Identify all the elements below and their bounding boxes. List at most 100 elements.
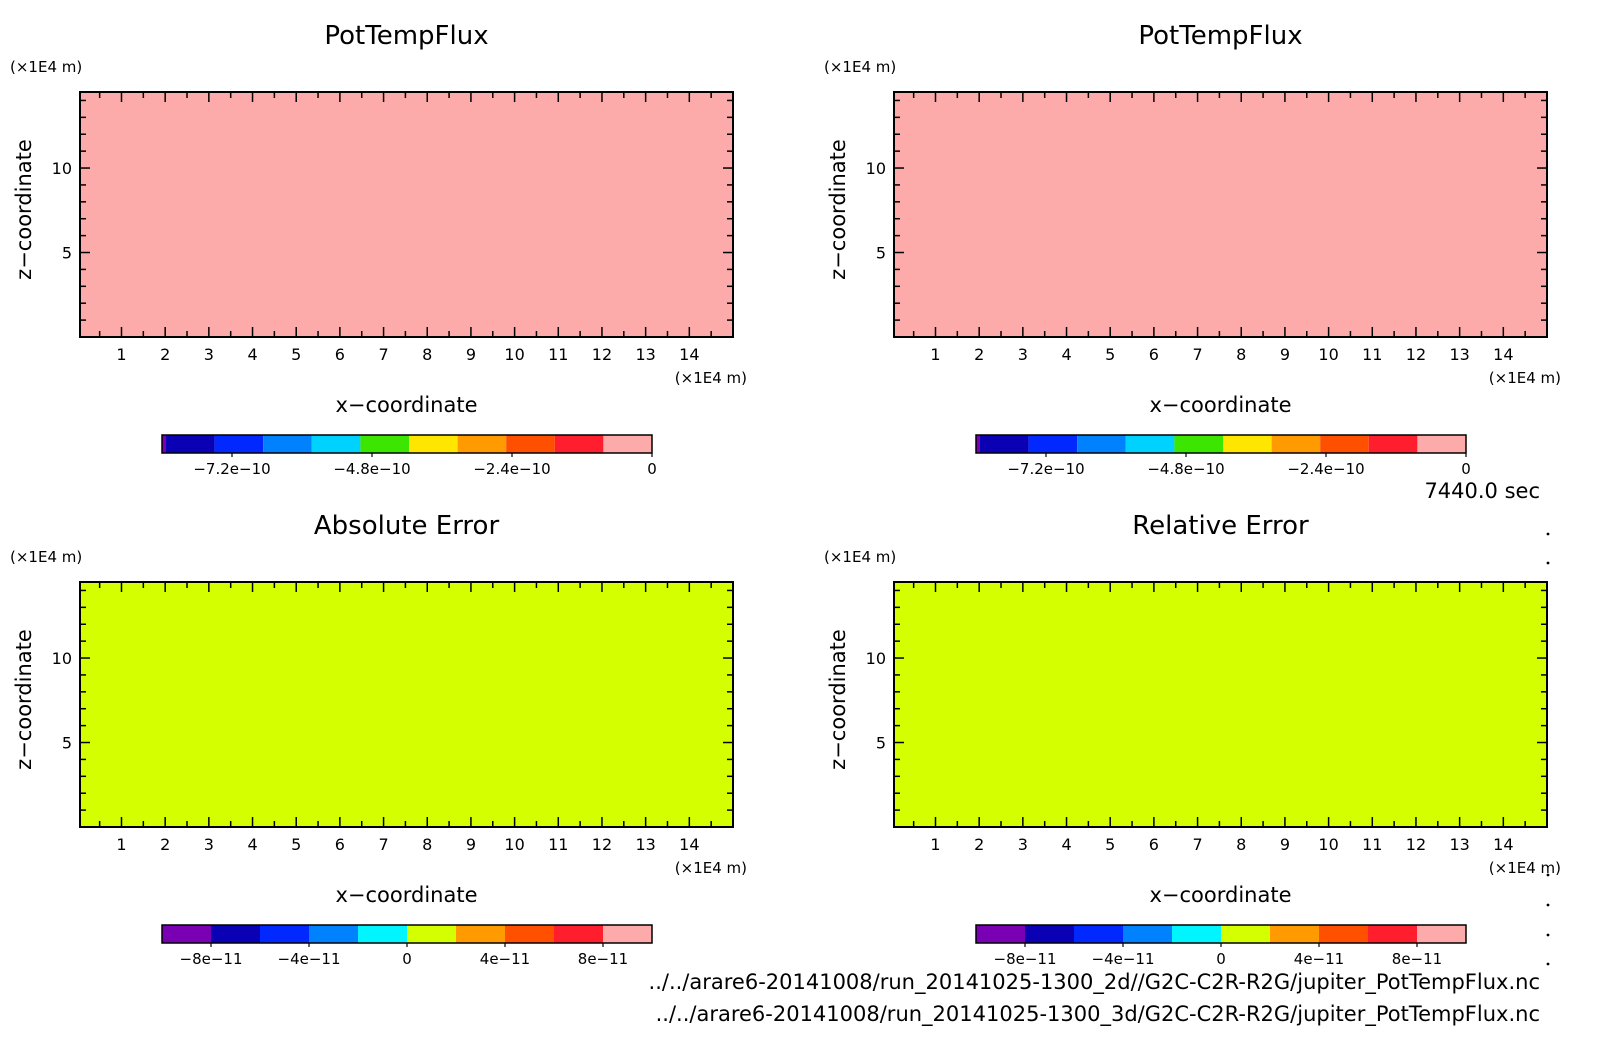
x-tick-label: 8: [422, 835, 432, 854]
x-axis-label: x−coordinate: [335, 393, 477, 417]
colorbar-tick-label: 0: [1461, 460, 1471, 478]
colorbar-tick-label: 0: [402, 950, 412, 968]
file-path-3d: ../../arare6-20141008/run_20141025-1300_…: [656, 1002, 1540, 1027]
y-axis-label: z−coordinate: [826, 139, 850, 280]
stray-dot: [1546, 873, 1550, 877]
x-tick-label: 6: [335, 345, 345, 364]
colorbar-tick-label: 8e−11: [578, 950, 628, 968]
y-tick-label: 5: [876, 734, 886, 753]
x-tick-label: 11: [548, 345, 568, 364]
colorbar-swatch: [166, 435, 215, 453]
x-tick-label: 13: [1449, 835, 1469, 854]
colorbar-swatch: [980, 435, 1029, 453]
colorbar-swatch: [457, 435, 507, 453]
x-tick-label: 14: [1493, 345, 1513, 364]
x-tick-label: 10: [1318, 345, 1338, 364]
plot-frame: [893, 91, 1548, 338]
colorbar-swatch: [162, 435, 166, 453]
y-axis-label: z−coordinate: [12, 629, 36, 770]
x-axis-label: x−coordinate: [1149, 883, 1291, 907]
x-tick-label: 1: [116, 835, 126, 854]
stray-dot: [1546, 933, 1550, 937]
colorbar-tick-label: −7.2e−10: [193, 460, 270, 478]
x-tick-label: 9: [1280, 835, 1290, 854]
colorbar-swatch: [1025, 925, 1074, 943]
x-tick-label: 5: [1105, 835, 1115, 854]
x-tick-label: 14: [1493, 835, 1513, 854]
colorbar-tick-label: −4.8e−10: [1147, 460, 1224, 478]
chart-title: Absolute Error: [314, 511, 500, 541]
colorbar-swatch: [1417, 925, 1466, 943]
x-tick-label: 5: [1105, 345, 1115, 364]
x-tick-label: 8: [1236, 835, 1246, 854]
x-tick-label: 3: [1018, 835, 1028, 854]
x-axis-label: x−coordinate: [1149, 393, 1291, 417]
colorbar-tick-label: 0: [1216, 950, 1226, 968]
colorbar-tick-label: −2.4e−10: [1287, 460, 1364, 478]
x-tick-label: 10: [1318, 835, 1338, 854]
x-tick-label: 3: [204, 345, 214, 364]
colorbar-swatch: [1319, 925, 1368, 943]
colorbar-swatch: [1221, 925, 1270, 943]
y-unit-label: (×1E4 m): [10, 548, 82, 566]
colorbar-tick-label: −8e−11: [994, 950, 1057, 968]
colorbar-swatch: [260, 925, 309, 943]
colorbar-swatch: [1125, 435, 1175, 453]
colorbar-swatch: [358, 925, 407, 943]
y-unit-label: (×1E4 m): [10, 58, 82, 76]
x-tick-label: 2: [974, 345, 984, 364]
x-tick-label: 9: [1280, 345, 1290, 364]
x-tick-label: 13: [1449, 345, 1469, 364]
x-tick-label: 3: [1018, 345, 1028, 364]
x-tick-label: 13: [635, 835, 655, 854]
y-tick-label: 5: [62, 244, 72, 263]
colorbar-swatch: [263, 435, 312, 453]
colorbar-swatch: [162, 925, 211, 943]
colorbar-swatch: [311, 435, 361, 453]
x-tick-label: 7: [1192, 345, 1202, 364]
colorbar-swatch: [554, 925, 603, 943]
x-unit-label: (×1E4 m): [1489, 369, 1561, 387]
colorbar-swatch: [456, 925, 505, 943]
plot-frame: [893, 581, 1548, 828]
file-path-2d: ../../arare6-20141008/run_20141025-1300_…: [649, 970, 1540, 995]
colorbar-swatch: [1368, 925, 1417, 943]
x-tick-label: 7: [378, 835, 388, 854]
x-tick-label: 14: [679, 835, 699, 854]
colorbar-tick-label: 4e−11: [480, 950, 530, 968]
x-tick-label: 3: [204, 835, 214, 854]
colorbar-tick-label: 4e−11: [1294, 950, 1344, 968]
colorbar-tick-label: −4e−11: [1092, 950, 1155, 968]
colorbar-frame: [975, 434, 1467, 454]
x-axis-label: x−coordinate: [335, 883, 477, 907]
x-tick-label: 7: [1192, 835, 1202, 854]
colorbar-tick-label: 8e−11: [1392, 950, 1442, 968]
plot-frame: [79, 91, 734, 338]
y-tick-label: 10: [52, 649, 72, 668]
stray-dot: [1546, 532, 1550, 536]
x-tick-label: 1: [930, 835, 940, 854]
colorbar-swatch: [1077, 435, 1126, 453]
field-fill: [894, 582, 1547, 827]
x-tick-label: 11: [548, 835, 568, 854]
plot-frame: [79, 581, 734, 828]
x-tick-label: 10: [504, 345, 524, 364]
colorbar-swatch: [1172, 925, 1221, 943]
x-tick-label: 2: [160, 835, 170, 854]
x-unit-label: (×1E4 m): [1489, 859, 1561, 877]
colorbar-swatch: [1028, 435, 1078, 453]
field-fill: [894, 92, 1547, 337]
x-tick-label: 12: [592, 835, 612, 854]
y-axis-label: z−coordinate: [826, 629, 850, 770]
x-tick-label: 9: [466, 345, 476, 364]
x-unit-label: (×1E4 m): [675, 859, 747, 877]
x-tick-label: 7: [378, 345, 388, 364]
y-unit-label: (×1E4 m): [824, 548, 896, 566]
chart-panel-2: PotTempFlux(×1E4 m)1 2 3 4 5 6 7 8 9 10 11 12 13 1451…: [824, 21, 1561, 478]
x-tick-label: 10: [504, 835, 524, 854]
colorbar-tick-label: −4.8e−10: [333, 460, 410, 478]
x-tick-label: 12: [1406, 345, 1426, 364]
colorbar-swatch: [1174, 435, 1223, 453]
x-tick-label: 5: [291, 345, 301, 364]
